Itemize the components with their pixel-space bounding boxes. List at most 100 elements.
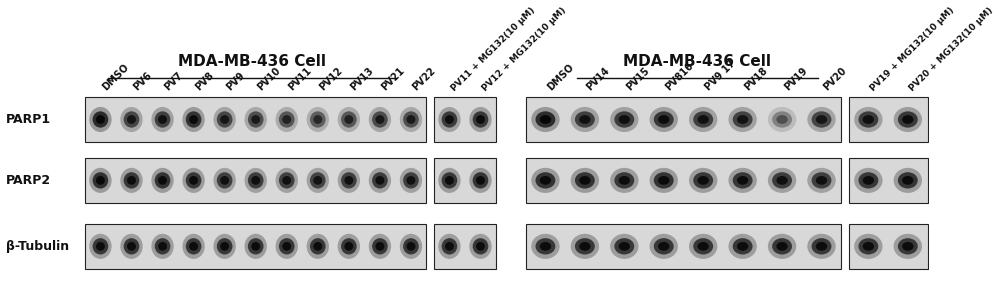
Text: PV9 17: PV9 17 xyxy=(703,59,737,93)
Ellipse shape xyxy=(445,176,454,185)
Ellipse shape xyxy=(124,111,139,128)
Ellipse shape xyxy=(902,176,913,185)
Ellipse shape xyxy=(698,176,709,185)
Ellipse shape xyxy=(341,172,357,188)
Bar xyxy=(434,97,496,142)
Ellipse shape xyxy=(93,238,108,255)
Ellipse shape xyxy=(540,176,551,185)
Ellipse shape xyxy=(313,242,322,251)
Ellipse shape xyxy=(776,115,788,124)
Ellipse shape xyxy=(189,176,198,185)
Ellipse shape xyxy=(127,176,136,185)
Ellipse shape xyxy=(728,168,757,193)
Text: PV15: PV15 xyxy=(624,66,651,93)
Ellipse shape xyxy=(344,242,353,251)
Ellipse shape xyxy=(610,107,639,132)
Ellipse shape xyxy=(406,242,415,251)
Ellipse shape xyxy=(276,168,298,193)
Text: PV11: PV11 xyxy=(287,66,314,93)
Text: PV6: PV6 xyxy=(131,71,154,93)
Ellipse shape xyxy=(158,242,167,251)
Ellipse shape xyxy=(733,238,753,255)
Ellipse shape xyxy=(220,115,229,124)
Ellipse shape xyxy=(689,234,717,259)
Ellipse shape xyxy=(251,242,260,251)
Ellipse shape xyxy=(654,238,674,255)
Ellipse shape xyxy=(858,172,878,188)
Ellipse shape xyxy=(768,168,796,193)
Text: PARP2: PARP2 xyxy=(6,174,51,187)
Ellipse shape xyxy=(654,111,674,128)
Ellipse shape xyxy=(213,107,236,132)
Ellipse shape xyxy=(96,242,105,251)
Ellipse shape xyxy=(155,111,170,128)
Ellipse shape xyxy=(531,107,560,132)
Ellipse shape xyxy=(898,238,918,255)
Bar xyxy=(85,157,426,203)
Ellipse shape xyxy=(540,242,551,251)
Text: MDA-MB-436 Cell: MDA-MB-436 Cell xyxy=(178,54,326,69)
Ellipse shape xyxy=(313,176,322,185)
Ellipse shape xyxy=(186,172,201,188)
Bar xyxy=(849,157,928,203)
Ellipse shape xyxy=(89,234,112,259)
Ellipse shape xyxy=(658,115,669,124)
Ellipse shape xyxy=(473,238,488,255)
Ellipse shape xyxy=(575,172,595,188)
Ellipse shape xyxy=(531,234,560,259)
Ellipse shape xyxy=(854,234,883,259)
Ellipse shape xyxy=(579,115,591,124)
Ellipse shape xyxy=(158,115,167,124)
Ellipse shape xyxy=(245,234,267,259)
Ellipse shape xyxy=(151,107,174,132)
Ellipse shape xyxy=(854,107,883,132)
Ellipse shape xyxy=(575,111,595,128)
Ellipse shape xyxy=(403,111,419,128)
Ellipse shape xyxy=(894,107,922,132)
Ellipse shape xyxy=(812,172,831,188)
Ellipse shape xyxy=(776,176,788,185)
Ellipse shape xyxy=(473,111,488,128)
Ellipse shape xyxy=(96,115,105,124)
Ellipse shape xyxy=(375,176,384,185)
Ellipse shape xyxy=(189,115,198,124)
Ellipse shape xyxy=(93,111,108,128)
Ellipse shape xyxy=(369,107,391,132)
Ellipse shape xyxy=(614,238,634,255)
Ellipse shape xyxy=(155,238,170,255)
Ellipse shape xyxy=(540,115,551,124)
Ellipse shape xyxy=(614,111,634,128)
Ellipse shape xyxy=(406,176,415,185)
Ellipse shape xyxy=(372,172,388,188)
Ellipse shape xyxy=(619,115,630,124)
Ellipse shape xyxy=(442,172,457,188)
Ellipse shape xyxy=(816,176,827,185)
Ellipse shape xyxy=(127,115,136,124)
Ellipse shape xyxy=(89,107,112,132)
Ellipse shape xyxy=(151,234,174,259)
Ellipse shape xyxy=(282,115,291,124)
Ellipse shape xyxy=(245,168,267,193)
Ellipse shape xyxy=(768,234,796,259)
Ellipse shape xyxy=(768,107,796,132)
Ellipse shape xyxy=(535,111,555,128)
Ellipse shape xyxy=(693,238,713,255)
Ellipse shape xyxy=(812,238,831,255)
Ellipse shape xyxy=(894,168,922,193)
Ellipse shape xyxy=(217,238,232,255)
Ellipse shape xyxy=(375,242,384,251)
Ellipse shape xyxy=(772,111,792,128)
Ellipse shape xyxy=(535,238,555,255)
Ellipse shape xyxy=(438,168,461,193)
Ellipse shape xyxy=(89,168,112,193)
Text: PV11 + MG132(10 μM): PV11 + MG132(10 μM) xyxy=(449,5,537,93)
Ellipse shape xyxy=(375,115,384,124)
Text: PV12: PV12 xyxy=(318,66,345,93)
Ellipse shape xyxy=(406,115,415,124)
Ellipse shape xyxy=(400,234,422,259)
Ellipse shape xyxy=(737,176,748,185)
Ellipse shape xyxy=(276,234,298,259)
Bar xyxy=(434,224,496,269)
Ellipse shape xyxy=(571,107,599,132)
Ellipse shape xyxy=(341,238,357,255)
